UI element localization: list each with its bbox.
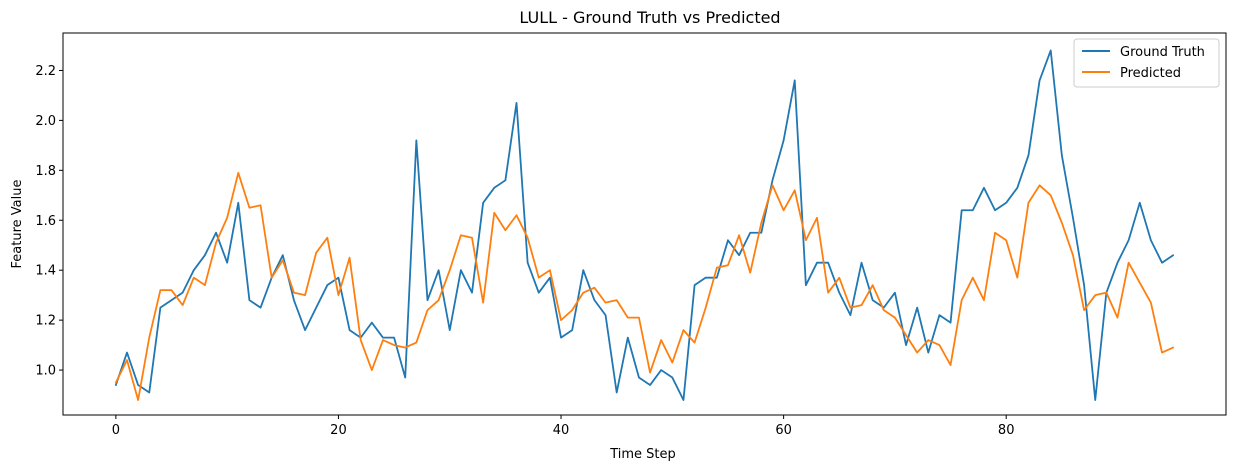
y-axis: 1.0 1.2 1.4 1.6 1.8 2.0 2.2 xyxy=(35,64,63,379)
series-line-ground-truth xyxy=(114,49,1175,401)
x-tick-label: 0 xyxy=(112,423,120,438)
y-tick-label: 1.0 xyxy=(35,364,56,379)
legend-frame xyxy=(1073,38,1220,88)
x-tick-label: 20 xyxy=(330,423,347,438)
legend: Ground Truth Predicted xyxy=(1073,38,1220,88)
x-axis-title: Time Step xyxy=(609,447,676,462)
y-tick-label: 2.0 xyxy=(35,114,56,129)
chart-title: LULL - Ground Truth vs Predicted xyxy=(519,8,780,27)
y-tick-label: 1.4 xyxy=(35,264,56,279)
legend-label-ground-truth: Ground Truth xyxy=(1120,45,1205,60)
x-tick-label: 60 xyxy=(775,423,792,438)
y-axis-title: Feature Value xyxy=(10,180,25,269)
y-tick-label: 1.2 xyxy=(35,314,56,329)
x-axis: 0 20 40 60 80 xyxy=(112,415,1015,438)
y-tick-label: 2.2 xyxy=(35,64,56,79)
series-line-predicted xyxy=(114,171,1175,401)
x-tick-label: 40 xyxy=(553,423,570,438)
series-lines xyxy=(114,49,1175,401)
plot-area xyxy=(62,32,1227,416)
legend-label-predicted: Predicted xyxy=(1120,66,1181,81)
x-tick-label: 80 xyxy=(998,423,1015,438)
y-tick-label: 1.6 xyxy=(35,214,56,229)
y-tick-label: 1.8 xyxy=(35,164,56,179)
plot-frame xyxy=(62,32,1227,416)
